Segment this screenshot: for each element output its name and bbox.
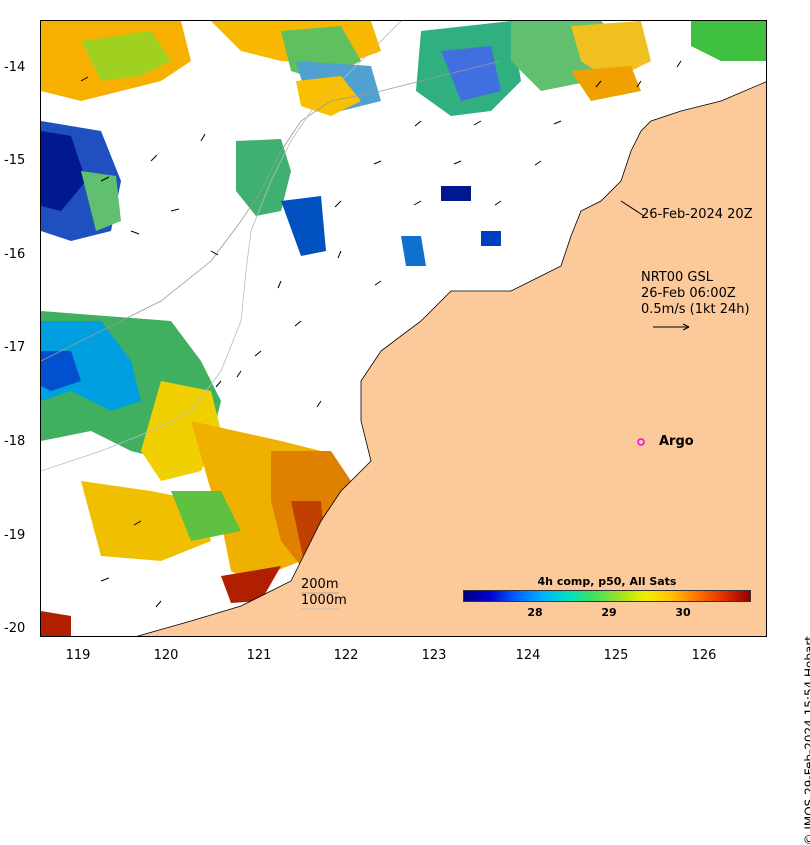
colorbar xyxy=(463,590,751,602)
current-time-label: 26-Feb 06:00Z xyxy=(641,286,736,301)
timestamp-label: 26-Feb-2024 20Z xyxy=(641,207,753,222)
y-tick: -20 xyxy=(4,621,26,636)
colorbar-tick: 29 xyxy=(601,606,617,619)
y-tick: -15 xyxy=(4,153,26,168)
timestamp-leader xyxy=(620,200,645,217)
land xyxy=(136,81,766,636)
x-tick: 122 xyxy=(333,648,359,663)
x-tick: 126 xyxy=(691,648,717,663)
current-model-label: NRT00 GSL xyxy=(641,270,713,285)
scale-arrow xyxy=(653,323,690,331)
x-tick: 124 xyxy=(515,648,541,663)
sst-patches xyxy=(41,21,766,636)
copyright-label: © IMOS 29-Feb-2024 15:54 Hobart xyxy=(802,636,810,845)
sst-map[interactable] xyxy=(41,21,767,637)
colorbar-tick: 28 xyxy=(527,606,543,619)
y-tick: -16 xyxy=(4,247,26,262)
colorbar-tick: 30 xyxy=(675,606,691,619)
x-tick: 119 xyxy=(65,648,91,663)
map-frame[interactable] xyxy=(40,20,767,637)
bathy-200 xyxy=(41,60,502,362)
x-tick: 123 xyxy=(421,648,447,663)
bathy-200-label: 200m xyxy=(301,577,339,592)
colorbar-title: 4h comp, p50, All Sats xyxy=(537,575,677,588)
y-tick: -19 xyxy=(4,528,26,543)
x-tick: 125 xyxy=(603,648,629,663)
argo-label: Argo xyxy=(659,434,694,449)
bathy-1000 xyxy=(41,21,402,472)
current-arrows xyxy=(80,60,682,608)
y-tick: -17 xyxy=(4,340,26,355)
bathy-1000-label: 1000m xyxy=(301,593,347,608)
x-tick: 120 xyxy=(153,648,179,663)
argo-marker xyxy=(637,438,645,446)
current-scale-label: 0.5m/s (1kt 24h) xyxy=(641,302,750,317)
x-tick: 121 xyxy=(246,648,272,663)
y-tick: -14 xyxy=(4,60,26,75)
y-tick: -18 xyxy=(4,434,26,449)
